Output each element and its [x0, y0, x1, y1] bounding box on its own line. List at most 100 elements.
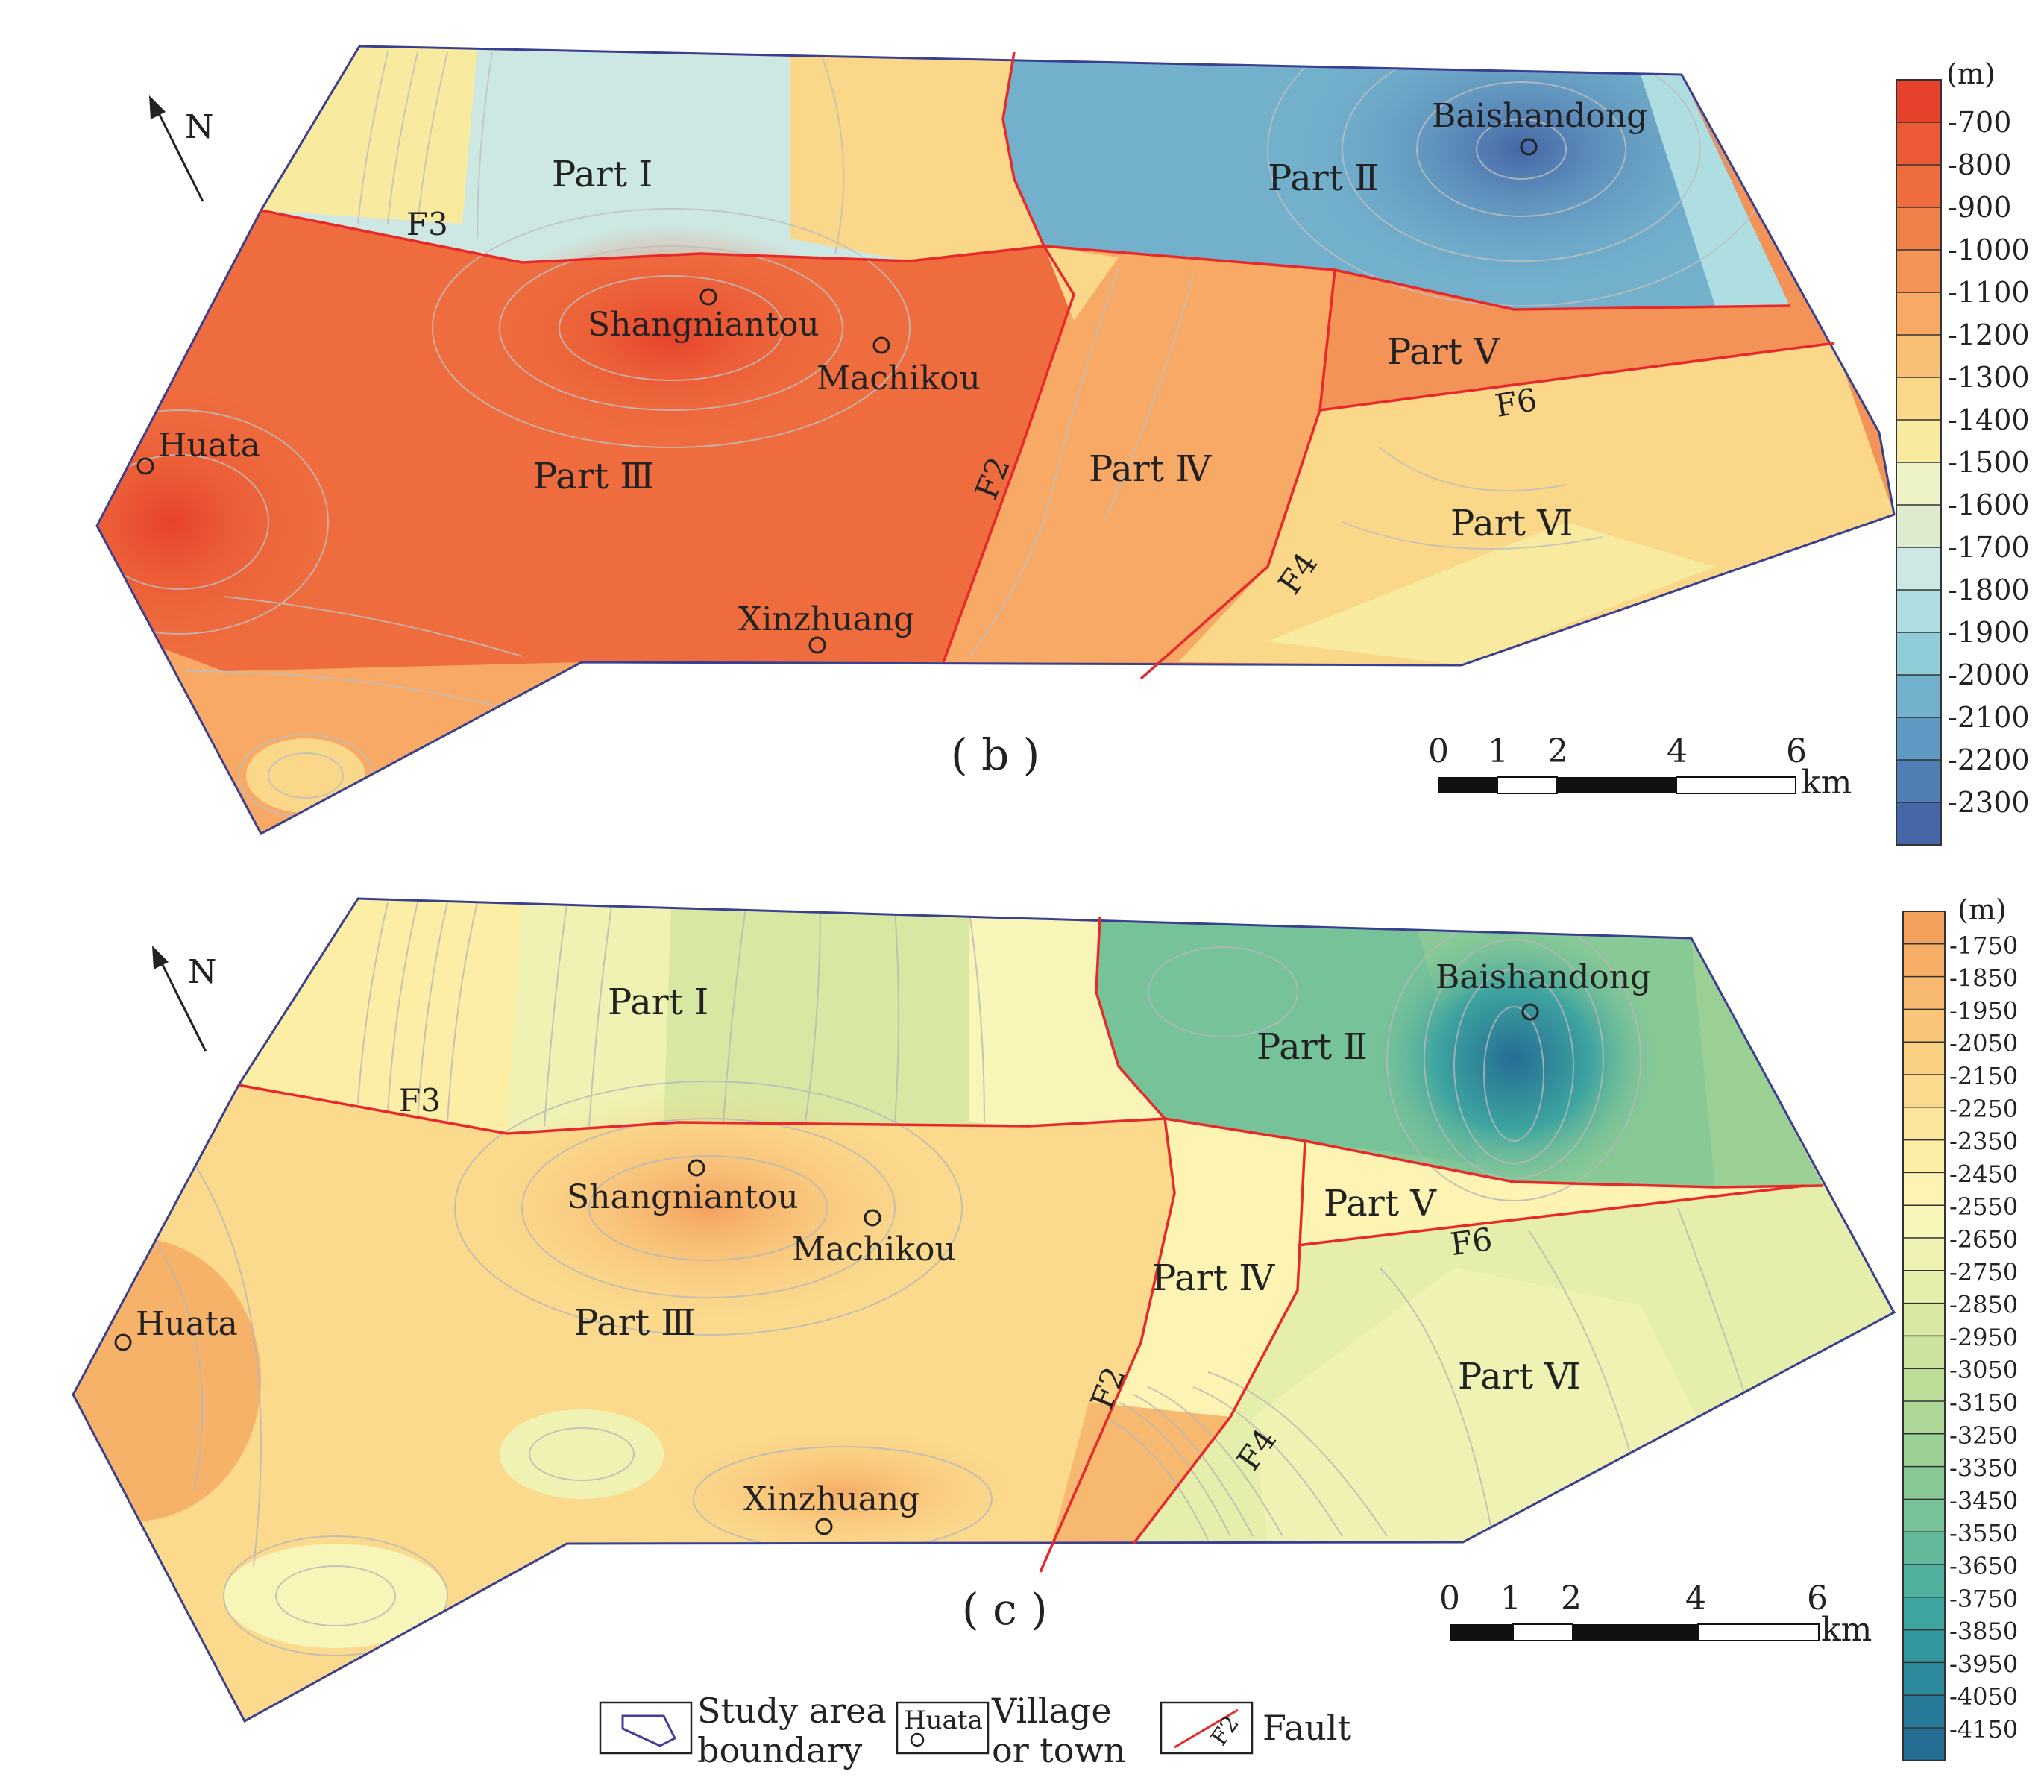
- legend-swatch: [1896, 462, 1941, 505]
- legend-swatch: [1903, 1075, 1945, 1107]
- legend-swatch: [1903, 911, 1945, 944]
- legend-swatch: [1903, 1597, 1945, 1630]
- legend-tick-label: -2650: [1949, 1225, 2018, 1254]
- scale-tick: 6: [1786, 732, 1807, 770]
- panel-c-map: Part Ⅰ Part Ⅱ Part Ⅲ Part Ⅳ Part Ⅴ Part …: [72, 893, 2018, 1761]
- boundary-icon: [621, 1714, 677, 1747]
- legend-tick-label: -1400: [1948, 403, 2030, 436]
- part-label: Part Ⅲ: [533, 456, 655, 497]
- panel-c-boundary: [72, 897, 1896, 1723]
- legend-tick-label: -2750: [1949, 1258, 2018, 1286]
- part-label: Part Ⅰ: [608, 981, 708, 1023]
- legend-swatch: [1903, 1303, 1945, 1336]
- legend-tick-label: -3450: [1949, 1486, 2018, 1515]
- fault-f6-line: [1297, 1184, 1805, 1247]
- legend-swatch: [1896, 80, 1941, 122]
- legend-tick-label: -2200: [1948, 743, 2030, 776]
- legend-swatch: [1903, 1009, 1945, 1043]
- legend-tick-label: -1600: [1948, 488, 2030, 521]
- panel-label: ( c ): [962, 1584, 1048, 1635]
- fault-f2-line: [1039, 1118, 1176, 1573]
- north-arrow: N: [152, 946, 217, 1052]
- legend-swatch: [1903, 1565, 1945, 1597]
- legend-swatch: [1903, 1238, 1945, 1271]
- part-label: Part Ⅴ: [1387, 331, 1500, 373]
- legend-swatch: [1903, 1433, 1945, 1467]
- legend-swatch: [1903, 1172, 1945, 1206]
- key-study-area: Study area boundary: [599, 1691, 887, 1770]
- legend-swatch: [1903, 1695, 1945, 1728]
- legend-tick-label: -4050: [1949, 1682, 2018, 1711]
- legend-tick-label: -700: [1948, 106, 2011, 139]
- fault-label: F6: [1448, 1221, 1494, 1263]
- panel-label: ( b ): [951, 729, 1040, 780]
- legend-tick-label: -2250: [1949, 1095, 2018, 1123]
- part-label: Part Ⅳ: [1152, 1257, 1275, 1299]
- legend-unit: (m): [1957, 893, 2007, 926]
- place-label: Shangniantou: [567, 1178, 799, 1216]
- key-label: or town: [992, 1730, 1126, 1770]
- legend-swatch: [1903, 1629, 1945, 1663]
- village-marker: [114, 1333, 132, 1351]
- legend-swatch: [1903, 1728, 1945, 1761]
- legend-swatch: [1903, 1401, 1945, 1434]
- scale-tick: 2: [1561, 1579, 1582, 1617]
- panel-b-contours: [97, 46, 1776, 817]
- legend-swatch: [1896, 802, 1941, 845]
- color-legend: (m) -1750 -1850 -1950 -2050 -2150 -2250 -2350 -…: [1902, 893, 2018, 1761]
- fault-f3-line: [260, 209, 1790, 311]
- legend-tick-label: -800: [1948, 148, 2011, 181]
- part-label: Part Ⅳ: [1089, 448, 1212, 490]
- legend-tick-label: -3950: [1949, 1650, 2018, 1678]
- legend-tick-label: -2850: [1949, 1291, 2018, 1319]
- legend-tick-label: -1850: [1949, 964, 2018, 993]
- scale-bar: 0 1 2 4 6 km: [1428, 732, 1852, 802]
- village-marker: [864, 1209, 881, 1227]
- legend-tick-label: -2450: [1949, 1160, 2018, 1188]
- fault-f4-line: [1132, 1140, 1306, 1545]
- panel-b-faults: [260, 51, 1835, 680]
- panel-c-faults: [238, 917, 1824, 1573]
- panel-b-fill: [97, 46, 1894, 834]
- legend-swatch: [1896, 632, 1941, 675]
- fault-f6-line: [1319, 342, 1835, 412]
- fault-boundary-line: [1095, 917, 1166, 1120]
- legend-tick-label: -1950: [1949, 996, 2018, 1025]
- part-label: Part Ⅵ: [1458, 1356, 1581, 1398]
- legend-tick-label: -2150: [1949, 1062, 2018, 1090]
- fault-f4-line: [1139, 269, 1336, 680]
- scale-tick: 4: [1667, 732, 1688, 770]
- scale-tick: 0: [1439, 1579, 1460, 1617]
- key-label: Fault: [1262, 1708, 1352, 1748]
- place-label: Baishandong: [1435, 958, 1651, 996]
- legend-tick-label: -4150: [1949, 1715, 2018, 1744]
- legend-swatch: [1903, 1662, 1945, 1696]
- place-label: Baishandong: [1432, 97, 1647, 135]
- legend-swatch: [1896, 717, 1941, 760]
- legend-tick-label: -2550: [1949, 1192, 2018, 1221]
- village-marker: [1521, 1003, 1539, 1021]
- part-label: Part Ⅴ: [1324, 1183, 1437, 1224]
- village-marker: [688, 1159, 705, 1177]
- north-label: N: [188, 953, 217, 991]
- scale-unit: km: [1821, 1611, 1872, 1649]
- legend-unit: (m): [1946, 57, 1996, 90]
- legend-tick-label: -3550: [1949, 1519, 2018, 1547]
- legend-swatch: [1896, 505, 1941, 547]
- panel-c-contours: [148, 902, 1753, 1656]
- legend-tick-label: -2950: [1949, 1323, 2018, 1351]
- place-label: Xinzhuang: [738, 600, 914, 638]
- legend-tick-label: -3750: [1949, 1585, 2018, 1613]
- key-label: boundary: [697, 1730, 862, 1770]
- legend-tick-label: -3350: [1949, 1454, 2018, 1483]
- village-marker: [1520, 138, 1538, 156]
- legend-tick-label: -2000: [1948, 658, 2030, 691]
- scale-bar: 0 1 2 4 6 km: [1439, 1579, 1872, 1649]
- place-label: Huata: [136, 1305, 238, 1343]
- legend-swatch: [1896, 122, 1941, 165]
- part-label: Part Ⅲ: [574, 1302, 696, 1344]
- scale-tick: 4: [1685, 1579, 1706, 1617]
- scale-tick: 1: [1488, 732, 1509, 770]
- village-marker: [808, 636, 826, 654]
